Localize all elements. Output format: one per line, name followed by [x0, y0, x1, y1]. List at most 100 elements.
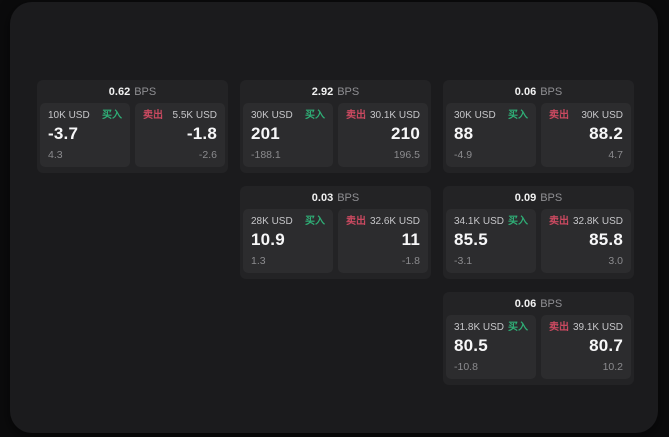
sell-price-value: 11: [401, 230, 420, 249]
sell-amount-label: 32.8K USD: [572, 216, 623, 227]
sell-price-value: 210: [391, 124, 420, 143]
sell-panel-header: 卖出 30.1K USD: [346, 110, 420, 122]
quote-card: 0.03 BPS 28K USD 买入 10.9 1.3 卖出 32.6K US…: [240, 186, 431, 279]
sell-delta-value: 3.0: [608, 255, 623, 267]
sell-quote-panel[interactable]: 卖出 32.8K USD 85.8 3.0: [541, 209, 631, 273]
buy-price-value: 85.5: [454, 230, 488, 249]
quote-card: 0.06 BPS 30K USD 买入 88 -4.9 卖出 30K USD 8…: [443, 80, 634, 173]
buy-quote-panel[interactable]: 30K USD 买入 88 -4.9: [446, 103, 536, 167]
sell-side-label: 卖出: [346, 110, 366, 121]
buy-amount-label: 30K USD: [251, 110, 293, 121]
buy-amount-label: 30K USD: [454, 110, 496, 121]
card-header: 0.03 BPS: [240, 186, 431, 209]
sell-price-value: 80.7: [589, 336, 623, 355]
buy-quote-panel[interactable]: 34.1K USD 买入 85.5 -3.1: [446, 209, 536, 273]
sell-quote-panel[interactable]: 卖出 30K USD 88.2 4.7: [541, 103, 631, 167]
sell-amount-label: 30.1K USD: [369, 110, 420, 121]
buy-panel-header: 30K USD 买入: [251, 110, 325, 122]
sell-side-label: 卖出: [549, 216, 569, 227]
sell-amount-label: 30K USD: [581, 110, 623, 121]
buy-price-value: -3.7: [48, 124, 79, 143]
sell-panel-header: 卖出 39.1K USD: [549, 322, 623, 334]
sell-side-label: 卖出: [346, 216, 366, 227]
buy-panel-header: 10K USD 买入: [48, 110, 122, 122]
sell-delta-value: 4.7: [608, 149, 623, 161]
card-header: 0.06 BPS: [443, 80, 634, 103]
sell-amount-label: 32.6K USD: [369, 216, 420, 227]
buy-amount-label: 10K USD: [48, 110, 90, 121]
sell-amount-label: 5.5K USD: [172, 110, 217, 121]
sell-delta-value: 196.5: [393, 149, 420, 161]
buy-delta-value: -4.9: [454, 149, 473, 161]
sell-price-value: -1.8: [186, 124, 217, 143]
buy-delta-value: 1.3: [251, 255, 266, 267]
buy-side-label: 买入: [508, 216, 528, 227]
sell-side-label: 卖出: [143, 110, 163, 121]
buy-price-value: 80.5: [454, 336, 488, 355]
sell-price-value: 88.2: [589, 124, 623, 143]
sell-price-value: 85.8: [589, 230, 623, 249]
buy-delta-value: -188.1: [251, 149, 281, 161]
buy-panel-header: 31.8K USD 买入: [454, 322, 528, 334]
bps-unit-label: BPS: [540, 191, 563, 204]
bps-unit-label: BPS: [337, 85, 360, 98]
sell-amount-label: 39.1K USD: [572, 322, 623, 333]
buy-delta-value: -10.8: [454, 361, 478, 373]
buy-price-value: 88: [454, 124, 474, 143]
card-body: 31.8K USD 买入 80.5 -10.8 卖出 39.1K USD 80.…: [443, 315, 634, 385]
quote-card: 0.09 BPS 34.1K USD 买入 85.5 -3.1 卖出 32.8K…: [443, 186, 634, 279]
bps-value: 2.92: [311, 85, 334, 98]
bps-unit-label: BPS: [134, 85, 157, 98]
bps-value: 0.06: [514, 297, 537, 310]
app-window: 0.62 BPS 10K USD 买入 -3.7 4.3 卖出 5.5K USD…: [10, 2, 658, 433]
buy-panel-header: 30K USD 买入: [454, 110, 528, 122]
sell-quote-panel[interactable]: 卖出 5.5K USD -1.8 -2.6: [135, 103, 225, 167]
sell-quote-panel[interactable]: 卖出 39.1K USD 80.7 10.2: [541, 315, 631, 379]
sell-side-label: 卖出: [549, 322, 569, 333]
bps-value: 0.09: [514, 191, 537, 204]
card-header: 0.62 BPS: [37, 80, 228, 103]
sell-quote-panel[interactable]: 卖出 30.1K USD 210 196.5: [338, 103, 428, 167]
buy-price-value: 10.9: [251, 230, 285, 249]
buy-panel-header: 28K USD 买入: [251, 216, 325, 228]
quote-card: 0.62 BPS 10K USD 买入 -3.7 4.3 卖出 5.5K USD…: [37, 80, 228, 173]
card-body: 30K USD 买入 201 -188.1 卖出 30.1K USD 210 1…: [240, 103, 431, 173]
buy-panel-header: 34.1K USD 买入: [454, 216, 528, 228]
sell-panel-header: 卖出 5.5K USD: [143, 110, 217, 122]
card-header: 2.92 BPS: [240, 80, 431, 103]
buy-side-label: 买入: [508, 110, 528, 121]
buy-side-label: 买入: [305, 110, 325, 121]
sell-panel-header: 卖出 32.8K USD: [549, 216, 623, 228]
buy-quote-panel[interactable]: 31.8K USD 买入 80.5 -10.8: [446, 315, 536, 379]
card-body: 28K USD 买入 10.9 1.3 卖出 32.6K USD 11 -1.8: [240, 209, 431, 279]
bps-value: 0.03: [311, 191, 334, 204]
buy-quote-panel[interactable]: 10K USD 买入 -3.7 4.3: [40, 103, 130, 167]
sell-side-label: 卖出: [549, 110, 569, 121]
sell-delta-value: 10.2: [602, 361, 623, 373]
buy-price-value: 201: [251, 124, 280, 143]
sell-panel-header: 卖出 32.6K USD: [346, 216, 420, 228]
buy-amount-label: 34.1K USD: [454, 216, 505, 227]
sell-delta-value: -1.8: [401, 255, 420, 267]
buy-quote-panel[interactable]: 30K USD 买入 201 -188.1: [243, 103, 333, 167]
bps-unit-label: BPS: [540, 85, 563, 98]
buy-side-label: 买入: [508, 322, 528, 333]
bps-value: 0.62: [108, 85, 131, 98]
buy-side-label: 买入: [305, 216, 325, 227]
sell-quote-panel[interactable]: 卖出 32.6K USD 11 -1.8: [338, 209, 428, 273]
bps-unit-label: BPS: [540, 297, 563, 310]
quote-card: 2.92 BPS 30K USD 买入 201 -188.1 卖出 30.1K …: [240, 80, 431, 173]
bps-value: 0.06: [514, 85, 537, 98]
bps-unit-label: BPS: [337, 191, 360, 204]
card-body: 34.1K USD 买入 85.5 -3.1 卖出 32.8K USD 85.8…: [443, 209, 634, 279]
buy-quote-panel[interactable]: 28K USD 买入 10.9 1.3: [243, 209, 333, 273]
card-header: 0.06 BPS: [443, 292, 634, 315]
buy-side-label: 买入: [102, 110, 122, 121]
buy-delta-value: 4.3: [48, 149, 63, 161]
buy-amount-label: 31.8K USD: [454, 322, 505, 333]
sell-delta-value: -2.6: [198, 149, 217, 161]
buy-delta-value: -3.1: [454, 255, 473, 267]
card-header: 0.09 BPS: [443, 186, 634, 209]
buy-amount-label: 28K USD: [251, 216, 293, 227]
quote-card: 0.06 BPS 31.8K USD 买入 80.5 -10.8 卖出 39.1…: [443, 292, 634, 385]
